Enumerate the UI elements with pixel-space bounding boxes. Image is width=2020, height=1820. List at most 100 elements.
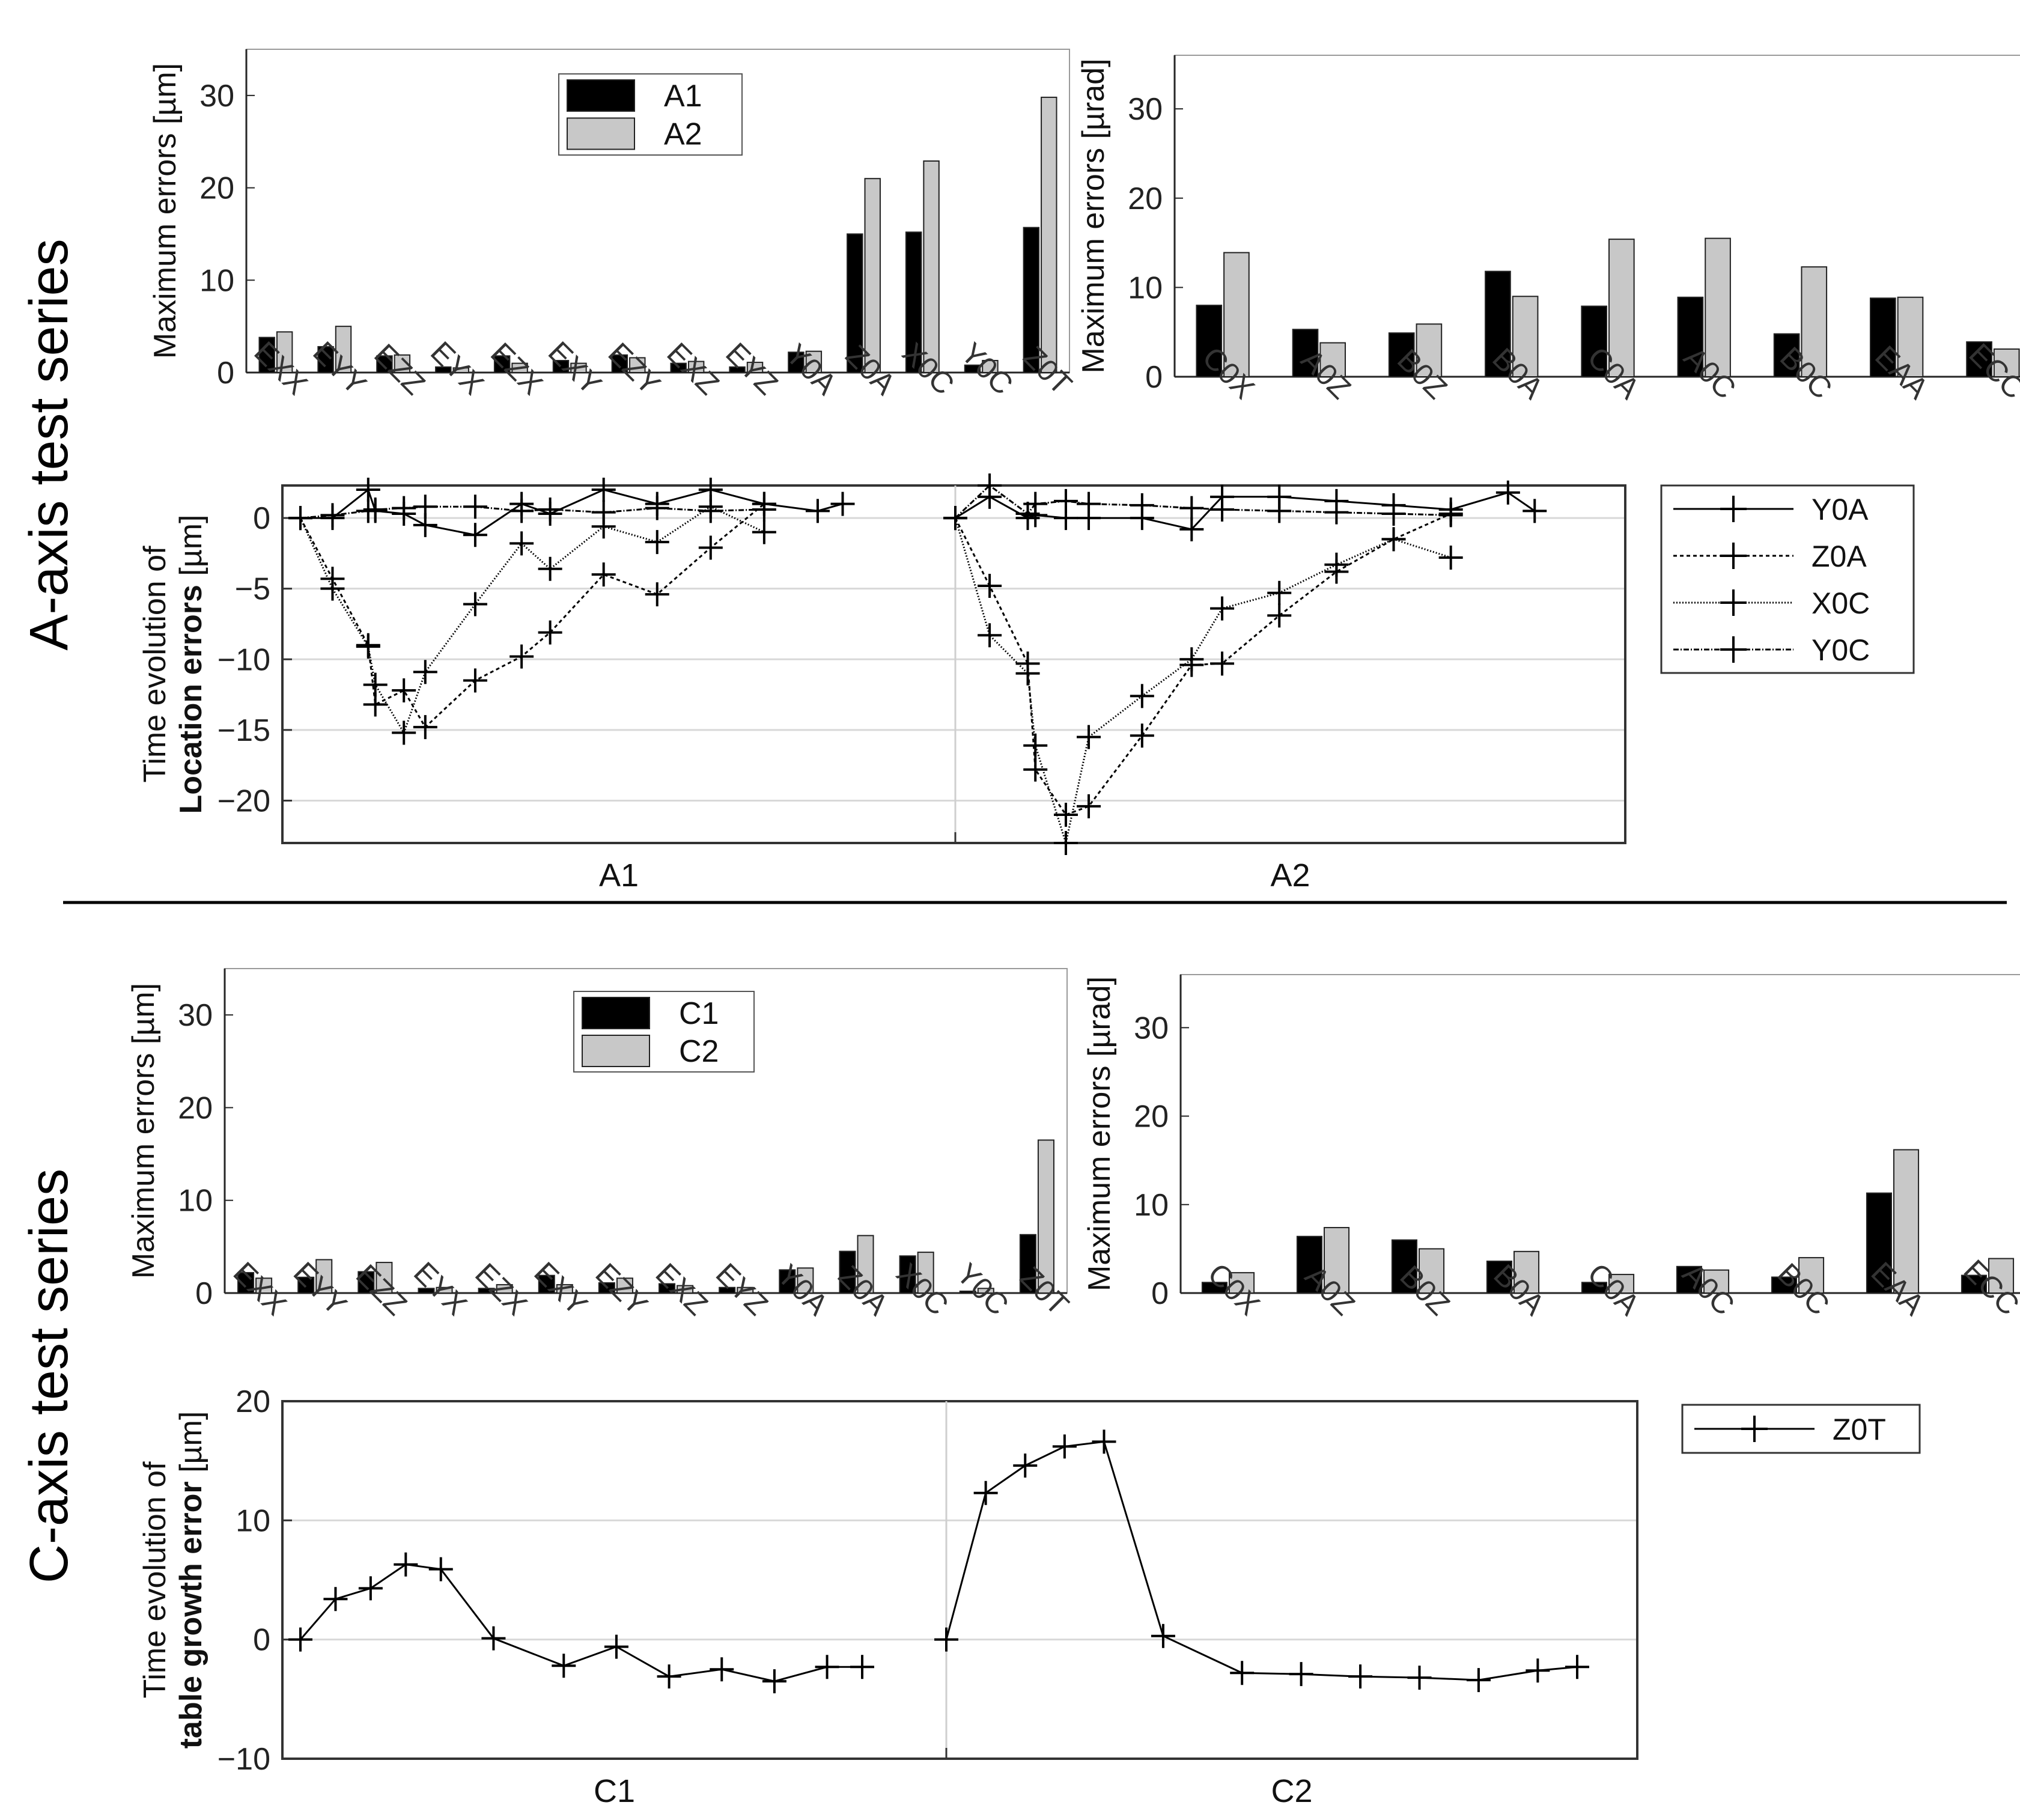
bar-a1-c0a [1581,305,1608,378]
marker-y0c [698,499,723,523]
marker-y0c [1053,488,1078,513]
x-tick-label: C0X [1201,1256,1266,1321]
marker-z0t [481,1626,506,1651]
bar-a2-ezy [629,357,646,373]
marker-x0c [1179,647,1204,672]
legend-label: A2 [664,117,702,152]
y-tick-label: 20 [1128,181,1163,216]
legend-swatch [582,1035,650,1067]
y-axis-label: Maximum errors [µm] [126,983,161,1279]
y-tick-label: 0 [1151,1276,1169,1311]
legend-label: Z0A [1812,540,1867,573]
marker-z0a [1267,603,1292,628]
marker-z0t [1013,1453,1038,1478]
bar-c1-b0a [1486,1261,1512,1294]
bar-c2-b0c [1798,1257,1825,1294]
bar-c1-eaa [1866,1192,1892,1294]
bar-c2-a0z [1324,1227,1350,1294]
bar-a1-ecc [1966,341,1992,378]
legend-label: X0C [1812,586,1870,620]
marker-x0c [356,635,380,659]
marker-y0c [356,499,380,523]
x-tick-label: EYX [407,1255,473,1321]
legend-label: C2 [679,1034,719,1069]
x-tick-label: EYZ [719,336,784,401]
marker-z0t [552,1654,576,1678]
y-axis-label-unit: [µm] [174,514,208,585]
marker-z0a [538,620,562,645]
legend-label: Y0A [1812,493,1869,526]
bar-a2-eyy [335,326,352,374]
marker-z0t [657,1664,681,1689]
bar-a1-b0a [1485,270,1511,377]
bar-c2-y0c [977,1288,994,1294]
chart-a-axis-location-errors-evolution: 0 −5 −10 −15 −20 Time evolution of Location er… [138,473,1915,893]
bar-a1-eyx [435,366,452,374]
bar-c1-x0c [899,1255,916,1294]
panel-label-a2: A2 [1270,857,1310,893]
marker-z0t [973,1481,998,1505]
legend-box [1660,484,1915,674]
y-tick-label: 10 [1134,1188,1169,1223]
marker-z0a [978,573,1002,598]
bar-c1-z0t [1019,1234,1036,1294]
y-tick-label: 20 [199,171,234,206]
bar-a1-z0a [847,233,863,373]
bar-c1-eyy [297,1276,315,1294]
bar-a1-b0z [1388,332,1415,377]
x-tick-label: EYZ [710,1256,774,1321]
y-tick-label: 20 [178,1091,213,1125]
panel-label-c2: C2 [1271,1773,1312,1809]
bar-a2-exx [276,331,293,374]
marker-x0c [1077,725,1101,749]
marker-y0c [392,496,416,520]
marker-x0c [320,576,345,601]
marker-y0c [463,495,487,519]
x-tick-label: EYY [287,1255,353,1321]
bar-c1-ezx [478,1288,495,1294]
plot-frame [281,484,1626,844]
y-tick-label: 10 [236,1503,270,1538]
bar-c2-b0a [1513,1250,1540,1294]
plot-frame [281,1400,1638,1760]
bar-a1-z0t [1023,227,1040,373]
bar-c1-b0c [1771,1276,1797,1294]
marker-z0a [463,668,487,693]
bar-c2-ecc [1988,1258,2015,1294]
bar-c1-c0a [1581,1282,1607,1294]
bar-a2-c0x [1223,252,1250,377]
marker-y0c [591,500,616,525]
marker-z0t [323,1587,348,1612]
y-tick-label: 30 [1134,1011,1169,1045]
marker-x0c [1053,831,1078,855]
y-tick-label: −15 [218,713,270,748]
bar-c1-eyx [418,1288,435,1294]
bar-c1-eyz [719,1286,736,1294]
x-tick-label: EXX [227,1255,293,1321]
bar-c2-exy [556,1284,573,1294]
bar-c2-eyz [737,1286,754,1294]
bar-a2-ezz [394,354,411,374]
marker-y0c [752,497,776,522]
marker-y0c [1077,492,1101,516]
x-tick-label: EZX [484,336,549,401]
bar-c2-eyx [436,1286,453,1294]
x-tick-label: Y0C [955,336,1020,401]
marker-z0t [1407,1666,1432,1690]
bar-a2-exy [570,362,587,374]
bar-a1-ezy [611,354,628,374]
bar-a1-ezz [376,355,393,373]
legend-marker [1720,543,1747,569]
marker-y0a [591,478,616,502]
bar-a2-z0a [864,178,881,373]
marker-y0a [1495,480,1520,505]
marker-y0a [463,523,487,547]
bar-a2-b0c [1801,266,1828,378]
marker-z0a [698,535,723,560]
bar-c2-ezy [616,1277,633,1294]
marker-y0c [978,473,1002,498]
x-tick-label: Y0A [771,1258,835,1322]
legend-swatch [582,997,650,1029]
x-tick-label: EXZ [660,336,725,401]
y-axis-label-line2: table growth error [µm] [174,1411,208,1749]
